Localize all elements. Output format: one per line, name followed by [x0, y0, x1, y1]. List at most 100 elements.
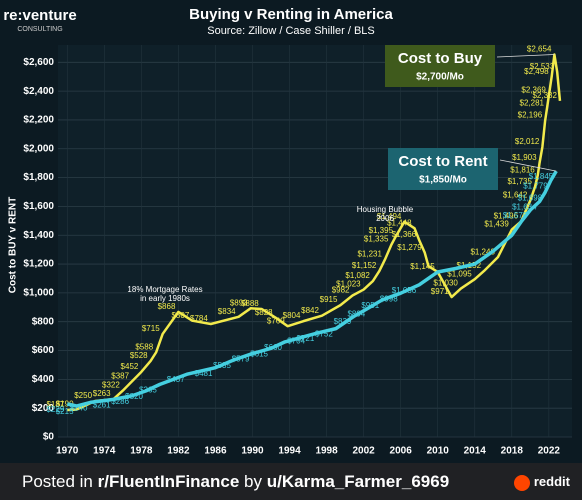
footer-text: by [244, 472, 263, 491]
value-label: $784 [190, 314, 208, 323]
x-tick-label: 1982 [167, 446, 190, 457]
value-label: $229 [46, 405, 64, 414]
x-tick-label: 1986 [204, 446, 227, 457]
value-label: $215 [56, 407, 74, 416]
footer: Posted in r/FluentInFinance by u/Karma_F… [0, 463, 582, 500]
x-tick-label: 1974 [93, 446, 116, 457]
value-label: $452 [121, 362, 139, 371]
value-label: $1,698 [518, 193, 543, 202]
value-label: $804 [283, 311, 301, 320]
value-label: $261 [93, 400, 111, 409]
y-tick-label: $0 [43, 432, 55, 443]
plot-area [58, 45, 572, 437]
value-label: $1,439 [484, 220, 509, 229]
y-axis-label: Cost to BUY v RENT [8, 197, 19, 294]
value-label: $1,082 [345, 271, 370, 280]
username[interactable]: u/Karma_Farmer_6969 [266, 472, 450, 491]
line-1 [66, 170, 558, 408]
chart-title: Buying v Renting in America [189, 6, 393, 23]
value-label: $1,448 [387, 218, 412, 227]
value-label: $2,196 [518, 111, 543, 120]
value-label: $2,332 [532, 91, 557, 100]
callout-title: Cost to Buy [398, 50, 483, 67]
value-label: $834 [218, 307, 236, 316]
value-label: $1,642 [503, 190, 528, 199]
x-tick-label: 1998 [315, 446, 338, 457]
callout-subtitle: $1,850/Mo [419, 175, 467, 186]
x-tick-label: 2018 [501, 446, 524, 457]
value-label: $888 [241, 299, 259, 308]
value-label: $588 [135, 342, 153, 351]
value-label: $1,152 [352, 261, 377, 270]
value-label: $1,030 [433, 279, 458, 288]
logo-tagline: CONSULTING [17, 26, 62, 33]
value-label: $2,533 [530, 62, 555, 71]
value-label: $2,012 [515, 137, 540, 146]
value-label: $1,779 [523, 182, 548, 191]
value-label: $320 [125, 392, 143, 401]
value-label: $660 [264, 343, 282, 352]
value-label: $1,496 [494, 212, 519, 221]
chart: re:venture CONSULTING Buying v Renting i… [0, 0, 582, 463]
value-label: $715 [142, 324, 160, 333]
y-tick-label: $600 [32, 345, 55, 356]
y-tick-label: $400 [32, 374, 55, 385]
value-label: $250 [74, 391, 92, 400]
reddit-brand: reddit [533, 474, 570, 489]
value-label: $839 [334, 317, 352, 326]
y-tick-label: $1,200 [23, 259, 54, 270]
value-label: $1,366 [392, 230, 417, 239]
value-label: $971 [431, 287, 449, 296]
logo-name: re:venture [3, 7, 76, 24]
y-tick-label: $1,600 [23, 201, 54, 212]
value-label: $998 [380, 294, 398, 303]
value-label: $190 [56, 400, 74, 409]
value-label: $982 [332, 286, 350, 295]
callout-box [385, 45, 495, 87]
annotation: 18% Mortgage Rates [127, 285, 202, 294]
y-tick-label: $1,800 [23, 172, 54, 183]
value-label: $868 [158, 302, 176, 311]
value-label: $528 [130, 351, 148, 360]
x-tick-label: 1970 [56, 446, 79, 457]
value-label: $322 [102, 381, 120, 390]
x-tick-label: 2010 [427, 446, 450, 457]
value-label: $2,281 [520, 98, 545, 107]
value-label: $828 [255, 308, 273, 317]
value-label: $769 [267, 316, 285, 325]
value-label: $1,634 [512, 203, 537, 212]
value-label: $365 [139, 386, 157, 395]
value-label: $387 [111, 371, 129, 380]
footer-text: Posted in [22, 472, 93, 491]
line-0 [67, 53, 562, 412]
chart-subtitle: Source: Zillow / Case Shiller / BLS [207, 25, 375, 37]
value-label: $240 [70, 404, 88, 413]
value-label: $951 [361, 301, 379, 310]
y-tick-label: $2,400 [23, 86, 54, 97]
value-label: $2,369 [521, 86, 546, 95]
annotation: Housing Bubble [357, 205, 414, 214]
value-label: $704 [287, 337, 305, 346]
value-label: $915 [320, 295, 338, 304]
y-tick-label: $2,200 [23, 115, 54, 126]
callout-arrow [499, 159, 557, 172]
value-label: $1,248 [470, 247, 495, 256]
x-tick-label: 1978 [130, 446, 153, 457]
value-label: $1,023 [336, 280, 361, 289]
value-label: $1,056 [392, 286, 417, 295]
value-label: $437 [167, 375, 185, 384]
value-label: $721 [297, 334, 315, 343]
value-label: $893 [230, 298, 248, 307]
value-label: $187 [46, 400, 64, 409]
value-label: $2,498 [524, 67, 549, 76]
x-tick-label: 2022 [538, 446, 561, 457]
subreddit[interactable]: r/FluentInFinance [97, 472, 240, 491]
value-label: $1,335 [364, 235, 389, 244]
value-label: $1,395 [369, 226, 394, 235]
y-tick-label: $1,000 [23, 288, 54, 299]
x-tick-label: 2002 [352, 446, 375, 457]
value-label: $1,095 [447, 269, 472, 278]
value-label: $615 [250, 349, 268, 358]
annotation: 2006 [376, 214, 394, 223]
